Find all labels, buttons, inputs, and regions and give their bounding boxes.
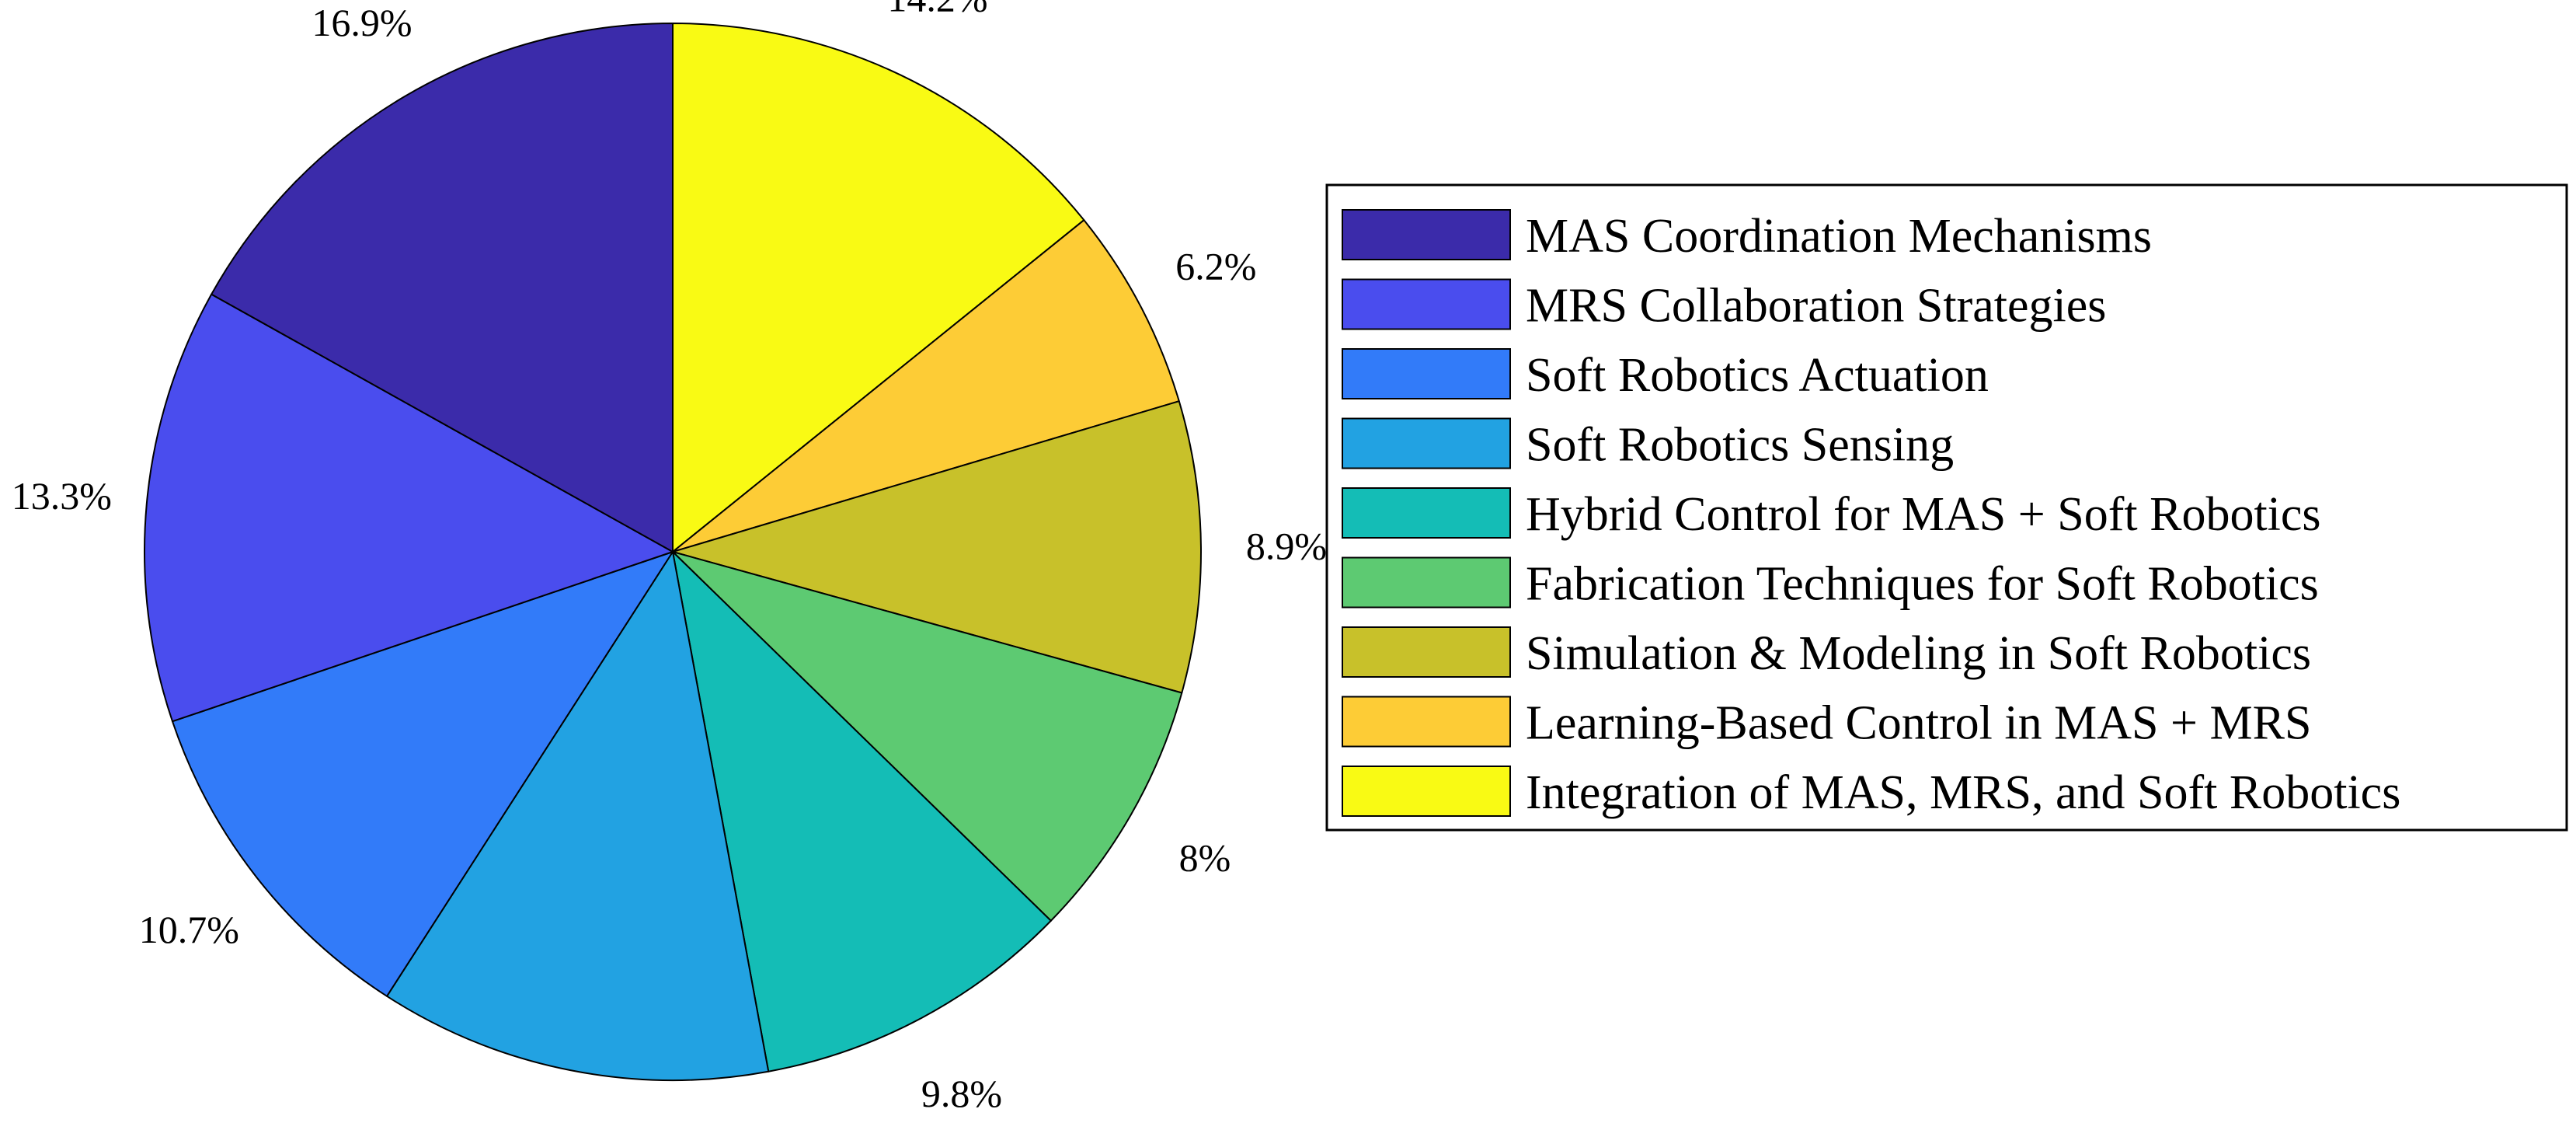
legend-entry: Learning-Based Control in MAS + MRS — [1342, 696, 2311, 750]
pie-slice-7 — [171, 551, 674, 997]
legend-swatch — [1342, 209, 1511, 260]
legend-label: Simulation & Modeling in Soft Robotics — [1526, 627, 2311, 680]
slice-percent-label: 8% — [1179, 836, 1231, 880]
legend-frame — [1325, 183, 2568, 832]
slice-percent-label: 10.7% — [139, 908, 239, 951]
pie-percent-labels: 14.2% 6.2% 8.9% 8% 9.8% 12% 10.7% 13.3% 16.9% — [12, 0, 1327, 1137]
slice-percent-label: 13.3% — [12, 474, 112, 518]
legend-label: Fabrication Techniques for Soft Robotics — [1526, 558, 2319, 611]
legend: MAS Coordination Mechanisms MRS Collabora… — [1325, 183, 2568, 832]
legend-entry: MAS Coordination Mechanisms — [1342, 209, 2152, 263]
legend-swatch — [1342, 626, 1511, 678]
legend-entry: Simulation & Modeling in Soft Robotics — [1342, 626, 2311, 680]
pie-slice-2 — [672, 219, 1180, 553]
pie-slice-9 — [211, 23, 674, 553]
legend-swatch — [1342, 766, 1511, 817]
legend-label: MRS Collaboration Strategies — [1526, 280, 2106, 333]
legend-swatch — [1342, 348, 1511, 399]
legend-swatch — [1342, 556, 1511, 609]
pie-slice-1 — [672, 23, 1085, 553]
legend-swatch — [1342, 696, 1511, 748]
legend-entry: Hybrid Control for MAS + Soft Robotics — [1342, 487, 2321, 541]
legend-swatch — [1342, 417, 1511, 469]
slice-percent-label: 9.8% — [921, 1072, 1002, 1115]
legend-label: Hybrid Control for MAS + Soft Robotics — [1526, 488, 2321, 541]
slice-percent-label: 14.2% — [887, 0, 987, 19]
slice-percent-label: 12% — [518, 1132, 590, 1137]
legend-label: MAS Coordination Mechanisms — [1526, 210, 2152, 263]
pie-slice-6 — [386, 551, 770, 1081]
legend-label: Integration of MAS, MRS, and Soft Roboti… — [1526, 766, 2400, 819]
legend-label: Soft Robotics Actuation — [1526, 349, 1989, 402]
legend-entry: Soft Robotics Sensing — [1342, 417, 1954, 472]
pie-slices — [144, 23, 1202, 1081]
legend-swatch — [1342, 487, 1511, 539]
slice-percent-label: 8.9% — [1246, 525, 1327, 568]
pie-slice-8 — [144, 293, 674, 723]
legend-swatch — [1342, 278, 1511, 330]
legend-label: Learning-Based Control in MAS + MRS — [1526, 697, 2311, 750]
slice-percent-label: 6.2% — [1175, 245, 1256, 288]
pie-slice-4 — [672, 551, 1183, 922]
legend-entry: Fabrication Techniques for Soft Robotics — [1342, 556, 2319, 611]
legend-entry: MRS Collaboration Strategies — [1342, 278, 2106, 333]
legend-label: Soft Robotics Sensing — [1526, 419, 1954, 472]
pie-slice-3 — [672, 400, 1202, 694]
slice-percent-label: 16.9% — [312, 1, 412, 44]
legend-entry: Integration of MAS, MRS, and Soft Roboti… — [1342, 766, 2400, 819]
legend-entry: Soft Robotics Actuation — [1342, 348, 1989, 402]
pie-slice-5 — [672, 551, 1052, 1072]
